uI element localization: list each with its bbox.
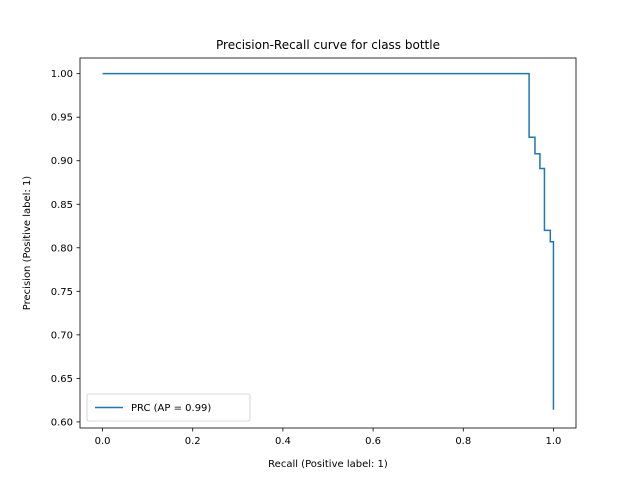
- y-tick-label: 1.00: [51, 69, 73, 80]
- legend-box: [86, 393, 251, 422]
- x-tick-label: 0.8: [455, 436, 471, 447]
- plot-area: 0.0 0.2 0.4 0.6 0.8 1.0 0.600.650.700.750.800…: [51, 57, 577, 447]
- y-axis-ticks: 0.60 0.65 0.70 0.75 0.80 0.85 0.90 0.95 1.00: [51, 69, 80, 428]
- chart-title: Precision-Recall curve for class bottle: [216, 38, 440, 52]
- x-axis-label: Recall (Positive label: 1): [268, 459, 388, 470]
- y-tick-label: 0.95: [51, 113, 73, 124]
- series-layer: [102, 72, 555, 410]
- x-tick-label: 0.0: [95, 436, 111, 447]
- x-tick-label: 0.2: [185, 436, 201, 447]
- axes-frame: [79, 57, 577, 429]
- y-axis-label: Precision (Positive label: 1): [22, 176, 33, 311]
- y-tick-label: 0.60: [51, 417, 73, 428]
- y-tick-label: 0.65: [51, 374, 73, 385]
- x-tick-label: 1.0: [546, 436, 562, 447]
- y-tick-label: 0.85: [51, 200, 73, 211]
- y-tick-label: 0.90: [51, 156, 73, 167]
- y-tick-label: 0.70: [51, 330, 73, 341]
- series-line-prc: [102, 72, 555, 410]
- x-tick-label: 0.6: [365, 436, 381, 447]
- x-axis-ticks: 0.0 0.2 0.4 0.6 0.8 1.0: [95, 428, 562, 447]
- y-tick-label: 0.75: [51, 287, 73, 298]
- legend-entry-label: PRC (AP = 0.99): [131, 403, 211, 414]
- x-tick-label: 0.4: [275, 436, 291, 447]
- legend: PRC (AP = 0.99): [86, 393, 251, 422]
- y-tick-label: 0.80: [51, 243, 73, 254]
